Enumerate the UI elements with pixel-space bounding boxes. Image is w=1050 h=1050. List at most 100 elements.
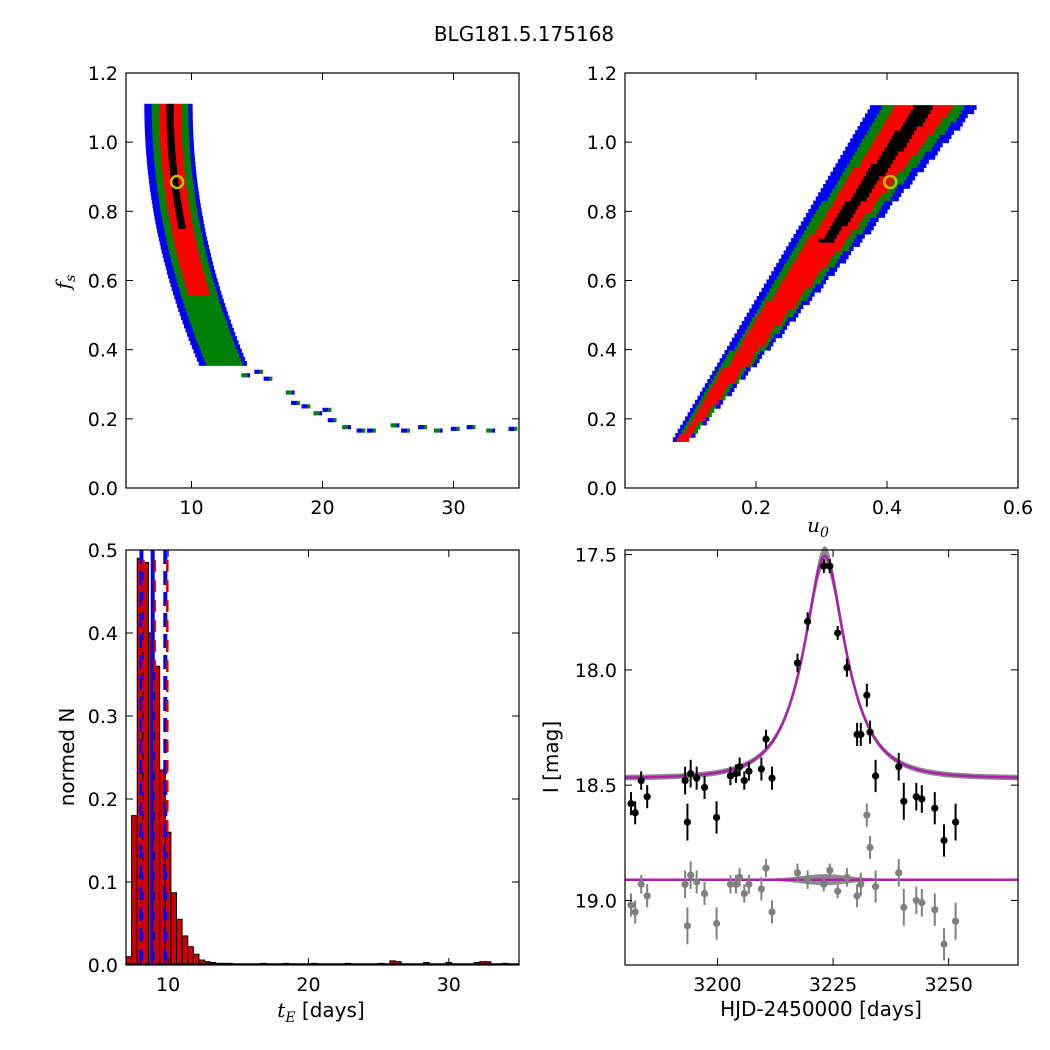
heatmap-tail-cell — [328, 407, 332, 412]
heatmap-cell — [791, 283, 797, 289]
heatmap-cell — [682, 420, 688, 426]
heatmap-cell — [170, 112, 175, 117]
heatmap-cell — [186, 153, 192, 159]
heatmap-cell — [777, 300, 783, 305]
heatmap-cell — [818, 225, 823, 231]
heatmap-cell — [190, 261, 195, 267]
heatmap-cell — [694, 420, 699, 426]
heatmap-cell — [200, 356, 205, 362]
heatmap-cell — [831, 208, 837, 214]
heatmap-cell — [859, 142, 865, 148]
heatmap-cell — [162, 199, 168, 204]
heatmap-cell — [853, 146, 858, 152]
heatmap-cell — [931, 134, 936, 139]
heatmap-cell — [860, 146, 866, 152]
heatmap-cell — [919, 113, 925, 119]
heatmap-cell — [902, 163, 907, 169]
heatmap-cell — [865, 192, 870, 198]
heatmap-cell — [751, 337, 757, 343]
histogram-bar — [170, 892, 178, 966]
heatmap-cell — [714, 366, 720, 372]
residual-point — [681, 880, 689, 888]
heatmap-cell — [906, 163, 911, 169]
heatmap-cell — [711, 379, 716, 384]
heatmap-cell — [784, 296, 789, 301]
heatmap-cell — [796, 308, 801, 314]
heatmap-cell — [862, 163, 868, 169]
heatmap-cell — [881, 105, 887, 110]
heatmap-cell — [842, 171, 847, 177]
heatmap-cell — [840, 200, 846, 206]
heatmap-cell — [194, 211, 199, 217]
heatmap-cell — [918, 154, 924, 160]
heatmap-cell — [169, 166, 174, 171]
data-point — [643, 793, 651, 801]
heatmap-cell — [214, 315, 219, 321]
data-point — [712, 813, 721, 822]
heatmap-cell — [197, 319, 202, 325]
heatmap-cell — [840, 154, 845, 160]
heatmap-cell — [179, 298, 184, 304]
heatmap-cell — [160, 141, 165, 146]
heatmap-cell — [215, 348, 220, 354]
heatmap-cell — [198, 265, 204, 271]
heatmap-cell — [913, 171, 918, 177]
heatmap-cell — [909, 117, 915, 123]
heatmap-cell — [167, 203, 172, 209]
heatmap-cell — [184, 199, 190, 204]
heatmap-cell — [729, 341, 735, 347]
heatmap-cell — [217, 344, 222, 350]
heatmap-cell — [853, 225, 859, 231]
heatmap-cell — [838, 204, 843, 210]
heatmap-cell — [746, 345, 752, 351]
heatmap-cell — [809, 267, 814, 272]
heatmap-cell — [187, 311, 192, 317]
heatmap-cell — [914, 130, 919, 135]
heatmap-cell — [770, 325, 776, 330]
heatmap-cell — [745, 341, 750, 347]
heatmap-cell — [776, 308, 782, 314]
heatmap-cell — [188, 124, 193, 130]
heatmap-cell — [804, 287, 810, 293]
heatmap-cell — [759, 337, 764, 343]
heatmap-cell — [172, 249, 177, 254]
heatmap-cell — [855, 130, 860, 135]
heatmap-cell — [702, 387, 707, 393]
heatmap-cell — [906, 175, 912, 181]
heatmap-cell — [861, 125, 867, 131]
heatmap-cell — [828, 175, 833, 181]
heatmap-cell — [847, 175, 853, 181]
heatmap-cell — [181, 103, 186, 109]
heatmap-cell — [174, 203, 179, 209]
heatmap-cell — [884, 192, 890, 198]
heatmap-cell — [233, 348, 239, 354]
heatmap-cell — [798, 237, 804, 243]
heatmap-cell — [726, 354, 731, 359]
heatmap-cell — [161, 161, 167, 167]
heatmap-cell — [192, 282, 197, 287]
heatmap-cell — [196, 327, 201, 333]
heatmap-cell — [190, 332, 196, 337]
heatmap-cell — [899, 188, 904, 193]
heatmap-cell — [929, 150, 934, 156]
heatmap-tail-cell — [418, 425, 424, 430]
heatmap-cell — [960, 117, 966, 123]
heatmap-cell — [922, 142, 927, 148]
heatmap-cell — [188, 174, 194, 180]
heatmap-cell — [741, 320, 747, 326]
heatmap-cell — [937, 117, 942, 123]
heatmap-cell — [217, 336, 223, 341]
heatmap-cell — [157, 190, 163, 196]
heatmap-cell — [174, 178, 179, 184]
heatmap-cell — [219, 340, 224, 346]
heatmap-cell — [848, 200, 854, 206]
residual-point — [804, 876, 812, 884]
heatmap-cell — [742, 345, 748, 351]
heatmap-cell — [175, 228, 180, 234]
heatmap-cell — [730, 379, 736, 384]
y-tick-label: 0.1 — [88, 872, 118, 894]
heatmap-cell — [171, 257, 176, 263]
heatmap-cell — [747, 325, 752, 330]
heatmap-cell — [166, 219, 171, 225]
heatmap-cell — [802, 271, 808, 276]
